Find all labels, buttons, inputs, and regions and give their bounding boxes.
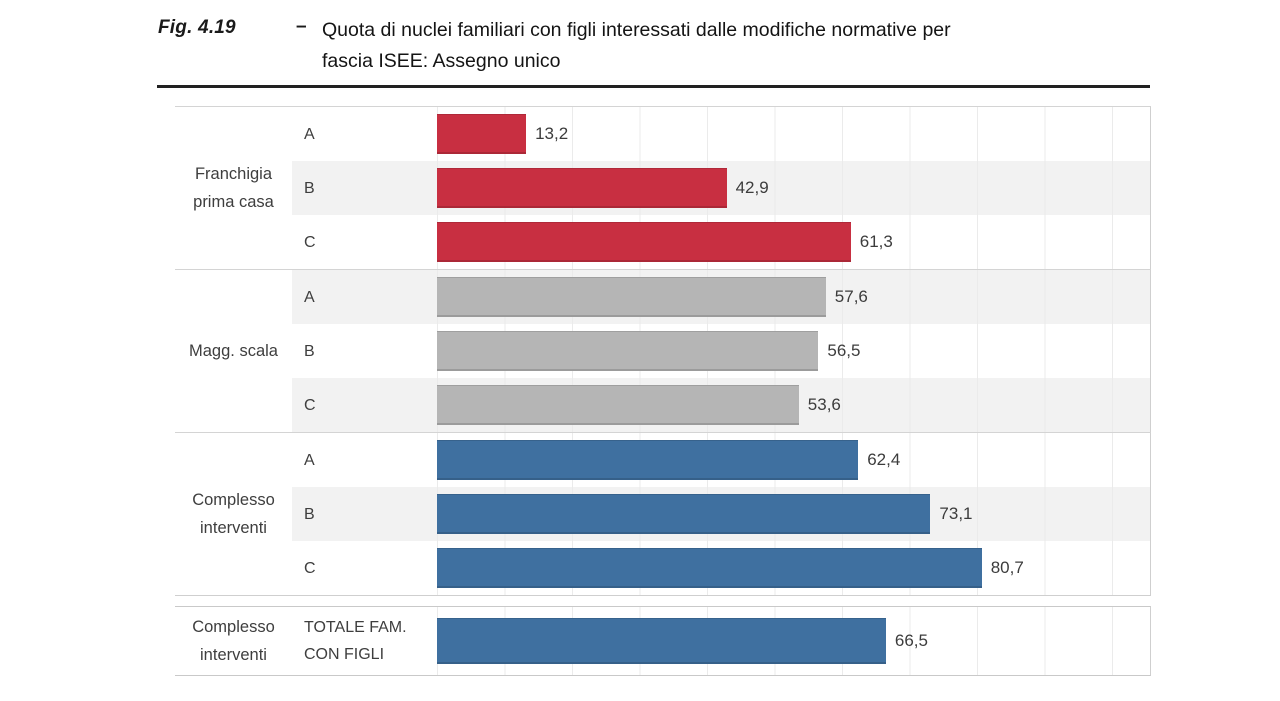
bar bbox=[437, 618, 886, 664]
value-label: 66,5 bbox=[894, 631, 928, 650]
bar bbox=[437, 548, 982, 588]
title-rule bbox=[157, 85, 1150, 88]
group-section: Complesso interventi TOTALE FAM. CON FIGL… bbox=[175, 606, 1151, 676]
category-label: A bbox=[304, 288, 315, 306]
bar bbox=[437, 440, 859, 480]
group-rows: TOTALE FAM. CON FIGLI 66,5 bbox=[292, 607, 1150, 675]
bar-row: C 80,7 bbox=[292, 541, 1150, 595]
value-label: 56,5 bbox=[827, 341, 861, 360]
group-section: Complesso interventi A 62,4 B 73,1 C 80,7 bbox=[175, 432, 1151, 596]
bar-row: A 62,4 bbox=[292, 433, 1150, 487]
value-label: 42,9 bbox=[735, 178, 769, 197]
group-label: Complesso interventi bbox=[192, 491, 275, 537]
bar bbox=[437, 385, 799, 425]
chart: Franchigia prima casa A 13,2 B 42,9 C 61,3 Magg… bbox=[175, 106, 1151, 676]
category-label: C bbox=[304, 396, 316, 414]
value-label: 61,3 bbox=[859, 232, 893, 251]
group-label: Magg. scala bbox=[189, 342, 278, 360]
bar bbox=[437, 168, 727, 208]
figure-title-line2: fascia ISEE: Assegno unico bbox=[322, 50, 561, 72]
bar bbox=[437, 494, 931, 534]
category-label: B bbox=[304, 179, 315, 197]
bar bbox=[437, 222, 851, 262]
figure-label: Fig. 4.19 bbox=[158, 17, 236, 38]
value-label: 57,6 bbox=[834, 287, 868, 306]
bar bbox=[437, 331, 819, 371]
value-label: 80,7 bbox=[990, 558, 1024, 577]
category-label: A bbox=[304, 451, 315, 469]
bar-row: TOTALE FAM. CON FIGLI 66,5 bbox=[292, 607, 1150, 675]
figure-separator-dash: – bbox=[296, 16, 307, 37]
category-label: B bbox=[304, 342, 315, 360]
group-label: Franchigia prima casa bbox=[193, 165, 274, 211]
group-label: Complesso interventi bbox=[192, 618, 275, 664]
bar-row: A 13,2 bbox=[292, 107, 1150, 161]
group-section: Franchigia prima casa A 13,2 B 42,9 C 61,3 bbox=[175, 106, 1151, 269]
bar bbox=[437, 114, 527, 154]
figure-title: Quota di nuclei familiari con figli inte… bbox=[322, 15, 1182, 77]
bar-row: B 56,5 bbox=[292, 324, 1150, 378]
value-label: 73,1 bbox=[939, 504, 973, 523]
value-label: 53,6 bbox=[807, 395, 841, 414]
value-label: 62,4 bbox=[867, 450, 901, 469]
value-label: 13,2 bbox=[535, 124, 569, 143]
category-label: B bbox=[304, 505, 315, 523]
category-label: C bbox=[304, 559, 316, 577]
category-label: TOTALE FAM. CON FIGLI bbox=[304, 619, 407, 663]
category-label: A bbox=[304, 125, 315, 143]
bar-row: C 61,3 bbox=[292, 215, 1150, 269]
group-section: Magg. scala A 57,6 B 56,5 C 53,6 bbox=[175, 269, 1151, 432]
category-label: C bbox=[304, 233, 316, 251]
bar bbox=[437, 277, 826, 317]
figure-title-line1: Quota di nuclei familiari con figli inte… bbox=[322, 19, 951, 41]
